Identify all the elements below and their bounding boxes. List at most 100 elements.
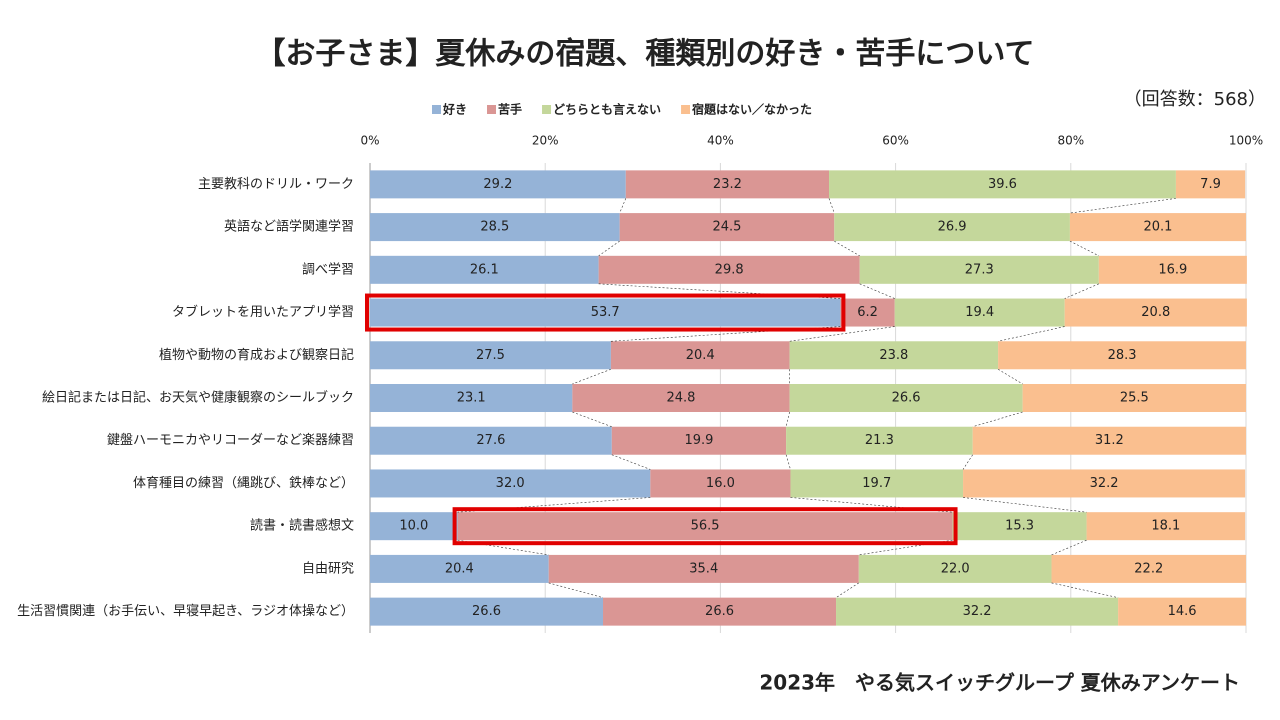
bar-segment: [603, 597, 837, 626]
connector-line: [572, 411, 612, 428]
bar-segment: [572, 384, 790, 412]
value-label: 31.2: [1095, 433, 1124, 448]
bar-segment: [370, 554, 549, 583]
connector-line: [1051, 539, 1087, 556]
value-label: 32.2: [1090, 476, 1119, 491]
bar-segment: [789, 384, 1023, 412]
connector-line: [1069, 240, 1099, 257]
legend-label: 宿題はない／なかった: [692, 102, 812, 117]
bar-segment: [370, 341, 611, 370]
value-label: 26.6: [892, 391, 921, 406]
bar-segment: [998, 341, 1246, 370]
bar-segment: [619, 213, 835, 242]
highlight-box: [452, 507, 958, 546]
x-tick-label: 60%: [882, 134, 909, 148]
value-label: 22.2: [1134, 561, 1163, 576]
value-label: 24.8: [667, 391, 696, 406]
value-label: 20.8: [1141, 305, 1170, 320]
legend-swatch: [681, 105, 691, 114]
bar-segment: [611, 426, 787, 455]
bar-segment: [370, 298, 841, 327]
connector-line: [619, 198, 627, 214]
value-label: 26.6: [472, 604, 501, 619]
bar-segment: [1175, 170, 1246, 199]
value-label: 23.1: [457, 391, 486, 406]
connector-line: [997, 369, 1023, 385]
value-label: 28.3: [1108, 348, 1137, 363]
y-tick-label: 自由研究: [302, 561, 354, 576]
bar-segment: [1051, 554, 1246, 583]
connector-line: [1069, 198, 1176, 214]
y-tick-label: 調べ学習: [302, 261, 354, 277]
connector-line: [548, 582, 604, 598]
value-label: 10.0: [399, 519, 428, 534]
value-label: 22.0: [941, 561, 970, 576]
bar-segment: [370, 384, 573, 412]
bar-segment: [370, 170, 626, 199]
value-label: 27.6: [476, 433, 505, 448]
value-label: 19.9: [684, 433, 713, 448]
chart-title: 【お子さま】夏休みの宿題、種類別の好き・苦手について: [255, 37, 1034, 72]
value-label: 27.3: [965, 262, 994, 277]
y-tick-label: 鍵盤ハーモニカやリコーダーなど楽器練習: [107, 432, 354, 448]
connector-line: [785, 411, 790, 427]
bar-segment: [1086, 512, 1246, 541]
bar-segment: [370, 255, 599, 284]
bar-segment: [1069, 213, 1246, 242]
connector-line: [972, 411, 1023, 428]
value-label: 20.1: [1143, 220, 1172, 235]
value-label: 25.5: [1120, 391, 1149, 406]
y-tick-label: 英語など語学関連学習: [224, 219, 354, 235]
value-label: 29.8: [715, 262, 744, 277]
legend-label: どちらとも言えない: [553, 102, 661, 117]
value-label: 29.2: [483, 177, 512, 192]
bar-segment: [370, 597, 604, 626]
bar-segment: [457, 512, 953, 541]
bar-segment: [370, 512, 458, 541]
connector-line: [835, 582, 859, 598]
connector-line: [998, 326, 1065, 342]
bar-segment: [370, 213, 620, 242]
value-label: 32.0: [496, 476, 525, 491]
y-tick-label: 体育種目の練習（縄跳び、鉄棒など）: [133, 475, 354, 491]
value-label: 53.7: [591, 305, 620, 320]
connector-line: [962, 454, 973, 470]
bar-segment: [1118, 597, 1246, 626]
value-label: 26.1: [470, 262, 499, 277]
legend-swatch: [432, 105, 441, 114]
bar-segment: [1098, 255, 1247, 284]
connector-line: [834, 240, 860, 257]
value-label: 20.4: [686, 348, 715, 363]
value-label: 27.5: [476, 348, 505, 363]
bar-segment: [858, 554, 1052, 583]
bar-segment: [834, 213, 1070, 242]
bar-segment: [548, 554, 859, 583]
bar-segment: [836, 597, 1119, 626]
legend-swatch: [487, 105, 497, 114]
value-label: 39.6: [988, 177, 1017, 192]
value-label: 19.4: [965, 305, 994, 320]
bar-segment: [610, 341, 790, 370]
y-tick-label: 植物や動物の育成および観察日記: [159, 347, 354, 363]
connector-line: [828, 198, 835, 214]
bar-segment: [625, 170, 830, 199]
bar-segment: [370, 469, 651, 498]
value-label: 56.5: [691, 519, 720, 534]
x-tick-label: 40%: [707, 134, 734, 148]
legend-label: 苦手: [498, 102, 522, 117]
connector-line: [611, 454, 651, 470]
value-label: 26.9: [938, 220, 967, 235]
bar-segment: [963, 469, 1246, 498]
value-label: 14.6: [1168, 604, 1197, 619]
value-label: 18.1: [1151, 519, 1180, 534]
x-tick-label: 80%: [1057, 134, 1084, 148]
x-tick-label: 0%: [360, 134, 379, 148]
connector-line: [859, 283, 895, 299]
bar-segment: [786, 426, 973, 455]
x-tick-label: 20%: [532, 134, 559, 148]
value-label: 16.0: [706, 476, 735, 491]
connector-line: [598, 240, 620, 257]
bar-segment: [370, 426, 612, 455]
connector-line: [1064, 283, 1099, 299]
bar-segment: [840, 298, 895, 327]
